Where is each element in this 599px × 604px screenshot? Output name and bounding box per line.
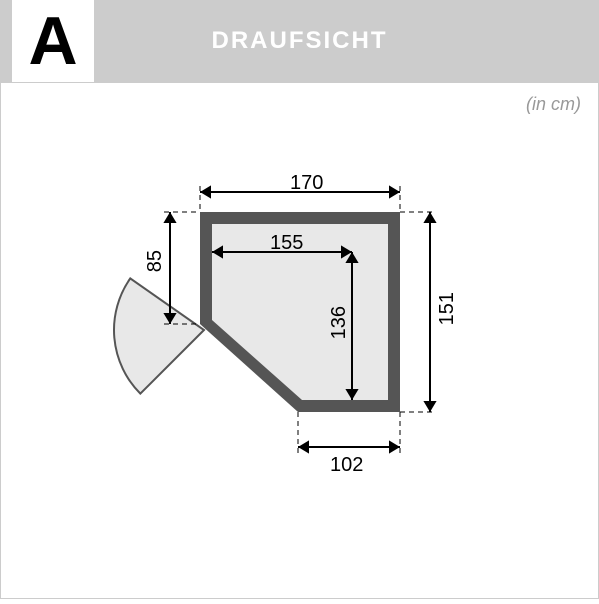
dim-bottom: 102: [330, 454, 363, 477]
dim-top-outer: 170: [290, 172, 323, 195]
dim-right-outer: 151: [436, 292, 459, 325]
dim-right-inner: 136: [328, 306, 351, 339]
letter-box: A: [12, 0, 94, 82]
dim-left-outer: 85: [144, 250, 167, 272]
variant-letter: A: [28, 7, 77, 75]
floorplan-drawing: 170 155 85 151 136 102: [0, 82, 599, 599]
floorplan-svg: [0, 82, 599, 599]
dim-top-inner: 155: [270, 232, 303, 255]
header-bar: A DRAUFSICHT: [0, 0, 599, 82]
